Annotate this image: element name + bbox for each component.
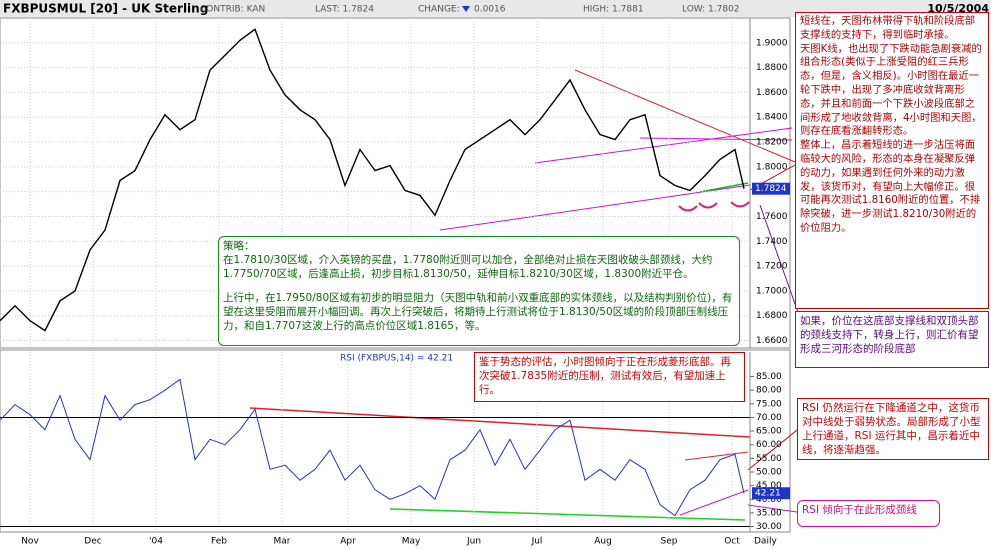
- trendline: [699, 182, 749, 193]
- panel-title: RSI (FXBPUS,14) = 42.21: [340, 354, 453, 364]
- trendline: [684, 451, 749, 461]
- trendlines: [249, 69, 801, 521]
- x-tick-label: Feb: [211, 537, 227, 547]
- y-tick-label: 1.8800: [756, 63, 788, 73]
- x-tick-label: Apr: [340, 537, 356, 547]
- text: 策略：: [223, 240, 255, 252]
- x-tick-label: '04: [149, 537, 163, 547]
- trendline: [759, 204, 801, 319]
- date: 10/5/2004: [927, 2, 989, 15]
- text: 在1.7810/30区域，介入英镑的买盘，1.7780附近则可以加仓，全部绝对止…: [223, 254, 713, 280]
- last-value-box: [752, 487, 790, 500]
- annotation: 策略： 在1.7810/30区域，介入英镑的买盘，1.7780附近则可以加仓，全部…: [218, 236, 740, 346]
- high: HIGH: 1.7881: [583, 5, 644, 15]
- last-value-box: [752, 182, 790, 195]
- x-unit-label: Daily: [754, 537, 777, 547]
- change: 0.0016: [474, 5, 506, 15]
- trendline: [747, 504, 798, 513]
- y-tick-label: 45.00: [756, 481, 782, 491]
- text: 整体上，昌示着短线的进一步沽压将面临较大的风险，形态的本身在凝聚反弹的动力，如果…: [800, 139, 981, 234]
- annotation: 短线在，天图布林带得下轨和阶段底部支撑线的支持下，得到临时承接。 天图K线，也出现…: [795, 12, 989, 309]
- text: 上行中，在1.7950/80区域有初步的明显阻力（天图中轨和前小双重底部的实体颈…: [223, 292, 733, 332]
- trendline: [389, 508, 746, 521]
- x-tick-label: Nov: [21, 537, 39, 547]
- x-tick-label: Aug: [594, 537, 612, 547]
- trendline: [679, 489, 749, 516]
- contrib: CONTRIB: KAN: [200, 5, 265, 15]
- x-tick-label: Oct: [724, 537, 740, 547]
- text: 天图K线，也出现了下跌动能急剧衰减的组合形态(类似于上涨受阻的红三兵形态，但是，…: [800, 42, 982, 138]
- annotation: RSI 仍然运行在下降通道之中，这货币对中线处于弱势状态。局部形成了小型上行通道…: [797, 398, 989, 460]
- y-tick-label: 65.00: [756, 427, 782, 437]
- y-tick-label: 1.8000: [756, 162, 788, 172]
- smile-mark: [698, 202, 718, 209]
- y-tick-label: 80.00: [756, 386, 782, 396]
- trendline: [574, 69, 796, 163]
- annotation: RSI 倾向于在此形成颈线: [797, 500, 940, 527]
- x-tick-label: Dec: [84, 537, 101, 547]
- y-tick-label: 55.00: [756, 454, 782, 464]
- text: 如果，价位在这底部支撑线和双顶头部的颈线支持下，转身上行，则汇价有望形成三河形态…: [800, 315, 979, 355]
- y-tick-label: 1.8200: [756, 138, 788, 148]
- text: RSI 倾向于在此形成颈线: [802, 504, 917, 516]
- trendline: [439, 184, 751, 231]
- trendline: [249, 407, 751, 438]
- y-tick-label: 35.00: [756, 508, 782, 518]
- y-tick-label: 60.00: [756, 440, 782, 450]
- y-tick-label: 40.00: [756, 495, 782, 505]
- series-line: [0, 28, 745, 332]
- text: 鉴于势态的评估，小时图倾向于正在形成菱形底部。再次突破1.7835附近的压制，测…: [479, 356, 731, 396]
- trendline: [747, 429, 798, 471]
- x-tick-label: Mar: [274, 537, 291, 547]
- y-tick-label: 1.7200: [756, 262, 788, 272]
- y-tick-label: 1.8400: [756, 113, 788, 123]
- y-tick-label: 1.8600: [756, 88, 788, 98]
- series-line: [0, 378, 745, 517]
- text: RSI 仍然运行在下降通道之中，这货币对中线处于弱势状态。局部形成了小型上行通道…: [802, 402, 981, 456]
- y-tick-label: 1.7400: [756, 237, 788, 247]
- y-tick-label: 1.7600: [756, 212, 788, 222]
- trendline: [534, 127, 793, 164]
- y-tick-label: 70.00: [756, 413, 782, 423]
- x-tick-label: Jul: [531, 537, 543, 547]
- x-tick-label: Sep: [661, 537, 678, 547]
- y-tick-label: 1.9000: [756, 38, 788, 48]
- trendline: [639, 137, 793, 141]
- x-tick-label: May: [402, 537, 421, 547]
- last-value-label: 42.21: [755, 489, 781, 499]
- y-tick-label: 1.7000: [756, 286, 788, 296]
- annotation: 鉴于势态的评估，小时图倾向于正在形成菱形底部。再次突破1.7835附近的压制，测…: [474, 352, 745, 402]
- header-bar: [0, 0, 991, 17]
- y-tick-label: 1.6600: [756, 336, 788, 346]
- down-arrow: [462, 6, 470, 12]
- text: 短线在，天图布林带得下轨和阶段底部支撑线的支持下，得到临时承接。: [800, 15, 976, 41]
- y-tick-label: 75.00: [756, 399, 782, 409]
- y-tick-label: 50.00: [756, 468, 782, 478]
- low: LOW: 1.7802: [682, 5, 740, 15]
- x-tick-label: Jun: [466, 537, 481, 547]
- change-label: CHANGE:: [418, 5, 460, 15]
- y-tick-label: 85.00: [756, 372, 782, 382]
- last-value-label: 1.7824: [755, 184, 787, 194]
- y-tick-label: 30.00: [756, 522, 782, 532]
- symbol: FXBPUSMUL [20] - UK Sterling: [3, 2, 208, 16]
- annotation: 如果，价位在这底部支撑线和双顶头部的颈线支持下，转身上行，则汇价有望形成三河形态…: [795, 311, 989, 368]
- smile-mark: [678, 205, 698, 212]
- y-tick-label: 1.6800: [756, 311, 788, 321]
- last: LAST: 1.7824: [315, 5, 374, 15]
- smile-mark: [730, 201, 750, 208]
